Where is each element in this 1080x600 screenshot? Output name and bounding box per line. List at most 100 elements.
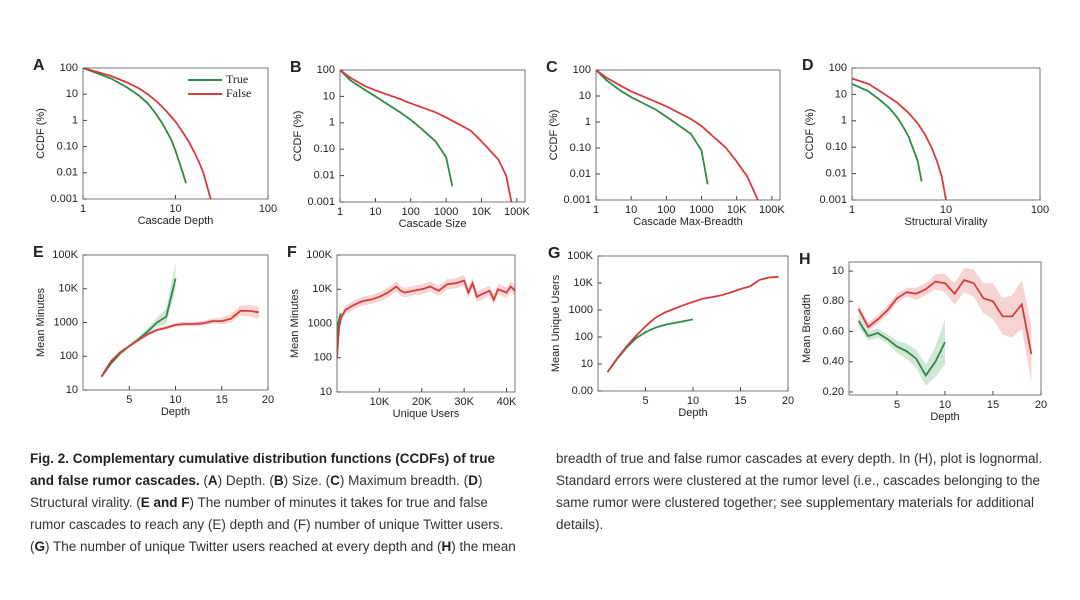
panel-label: F <box>287 244 297 261</box>
y-tick-label: 10 <box>323 90 335 102</box>
panel: 0.001 0.01 0.10 1 10 100 1 10 100 1000 10K 100K C Cas… <box>546 59 785 228</box>
y-tick-label: 100K <box>306 249 332 261</box>
x-axis-label: Depth <box>930 411 959 423</box>
y-tick-label: 0.01 <box>57 167 78 179</box>
plot-frame <box>336 254 516 393</box>
y-tick-label: 0.60 <box>823 325 844 337</box>
panel-label: C <box>546 59 558 76</box>
y-tick-label: 1000 <box>569 304 593 316</box>
y-axis-label: Mean Breadth <box>801 294 813 363</box>
x-tick-label: 10 <box>169 394 181 406</box>
x-tick-label: 100K <box>759 204 785 216</box>
x-axis-label: Cascade Depth <box>138 215 214 227</box>
plot-frame <box>82 254 269 391</box>
y-axis-label: CCDF (%) <box>35 108 47 159</box>
y-tick-label: 100 <box>575 331 593 343</box>
x-tick-label: 10 <box>939 399 951 411</box>
panel: 0.001 0.01 0.10 1 10 100 1 10 100 A Cascade Depth C… <box>33 57 277 227</box>
panel: 0.001 0.01 0.10 1 10 100 1 10 100 D Structural Vir… <box>802 57 1049 228</box>
y-tick-label: 0.10 <box>570 142 591 154</box>
y-tick-label: 10 <box>835 88 847 100</box>
caption-run: C <box>330 473 340 488</box>
x-tick-label: 15 <box>216 394 228 406</box>
x-tick-label: 1000 <box>689 204 713 216</box>
x-tick-label: 1 <box>849 204 855 216</box>
panel-label: H <box>799 251 811 268</box>
x-tick-label: 10 <box>625 204 637 216</box>
x-tick-label: 100 <box>402 206 420 218</box>
x-tick-label: 10K <box>727 204 747 216</box>
caption-run: D <box>468 473 478 488</box>
caption-run: ) Depth. ( <box>217 473 274 488</box>
series-line <box>852 77 947 200</box>
caption-run: G <box>34 539 46 554</box>
x-tick-label: 20K <box>412 396 432 408</box>
x-tick-label: 1 <box>337 206 343 218</box>
plot-frame <box>851 67 1041 201</box>
series-line <box>83 68 212 199</box>
y-tick-label: 0.001 <box>50 193 78 205</box>
y-tick-label: 100 <box>60 62 78 74</box>
y-tick-label: 10 <box>581 358 593 370</box>
series-line <box>596 70 709 185</box>
y-tick-label: 100 <box>60 350 78 362</box>
y-tick-label: 10 <box>832 265 844 277</box>
y-tick-label: 1000 <box>54 316 78 328</box>
series-line <box>606 275 779 373</box>
y-axis-label: CCDF (%) <box>292 111 304 162</box>
caption-run: ) Size. ( <box>283 473 331 488</box>
y-tick-label: 100 <box>317 64 335 76</box>
y-tick-label: 0.01 <box>314 170 335 182</box>
series-line <box>337 279 515 358</box>
x-tick-label: 10 <box>169 203 181 215</box>
legend-label: False <box>226 86 251 100</box>
error-band <box>858 314 945 386</box>
x-tick-label: 5 <box>126 394 132 406</box>
x-axis-label: Unique Users <box>393 408 460 420</box>
x-tick-label: 1 <box>593 204 599 216</box>
y-axis-label: Mean Unique Users <box>550 274 562 372</box>
y-axis-label: CCDF (%) <box>804 109 816 160</box>
plot-frame <box>848 261 1042 396</box>
caption-run: B <box>273 473 284 488</box>
y-tick-label: 0.001 <box>307 196 335 208</box>
panel-label: A <box>33 57 45 74</box>
x-tick-label: 10K <box>370 396 390 408</box>
panel: 0.20 0.40 0.60 0.80 10 5 10 15 20 H Depth Mean Brea… <box>799 251 1047 423</box>
x-tick-label: 100 <box>259 203 277 215</box>
y-tick-label: 10 <box>66 88 78 100</box>
caption-run: E and F <box>140 495 190 510</box>
y-tick-label: 10 <box>66 384 78 396</box>
y-tick-label: 10 <box>320 386 332 398</box>
y-tick-label: 0.01 <box>826 168 847 180</box>
x-axis-label: Cascade Size <box>399 218 467 230</box>
x-tick-label: 5 <box>894 399 900 411</box>
y-tick-label: 10K <box>312 283 332 295</box>
x-tick-label: 40K <box>497 396 517 408</box>
x-axis-label: Cascade Max-Breadth <box>633 216 742 228</box>
plot-frame <box>82 67 269 200</box>
x-tick-label: 100 <box>1031 204 1049 216</box>
y-axis-label: Mean Minutes <box>289 288 301 358</box>
panel-label: E <box>33 244 44 261</box>
y-tick-label: 1000 <box>308 317 332 329</box>
series-line <box>857 279 1033 355</box>
y-tick-label: 1 <box>329 117 335 129</box>
series-line <box>340 70 454 187</box>
y-tick-label: 0.01 <box>570 168 591 180</box>
y-tick-label: 100 <box>573 64 591 76</box>
series-line <box>606 318 694 373</box>
caption: Fig. 2. Complementary cumulative distrib… <box>30 448 1046 560</box>
x-tick-label: 30K <box>454 396 474 408</box>
y-tick-label: 0.80 <box>823 295 844 307</box>
y-tick-label: 100 <box>829 62 847 74</box>
x-tick-label: 20 <box>782 395 794 407</box>
y-tick-label: 10 <box>579 90 591 102</box>
y-tick-label: 0.00 <box>572 385 593 397</box>
y-tick-label: 0.20 <box>823 386 844 398</box>
x-tick-label: 10 <box>369 206 381 218</box>
x-tick-label: 15 <box>734 395 746 407</box>
x-axis-label: Depth <box>678 407 707 419</box>
